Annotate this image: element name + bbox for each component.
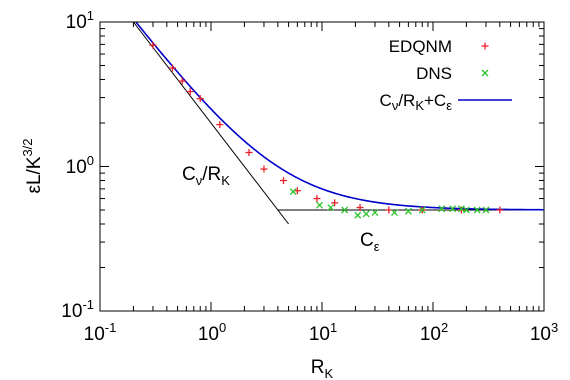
data-point-edqnm-0 [149, 41, 157, 49]
data-point-edqnm-15 [457, 206, 465, 214]
data-point-edqnm-9 [293, 187, 301, 195]
data-point-dns-11 [449, 205, 457, 213]
data-point-dns-4-b [354, 211, 362, 219]
data-point-dns-7 [391, 209, 398, 217]
data-point-dns-11-b [449, 205, 457, 213]
y-tick-label-0.1: 10-1 [61, 297, 94, 322]
annotation-ceps: Cε [360, 230, 380, 254]
data-point-dns-7-b [391, 209, 398, 217]
data-point-edqnm-7 [260, 165, 268, 173]
data-point-dns-1 [316, 201, 323, 209]
data-point-dns-12-b [457, 205, 465, 213]
data-point-edqnm-10 [313, 195, 321, 203]
data-point-dns-15-b [482, 206, 490, 214]
data-point-dns-10-b [438, 205, 446, 213]
data-point-edqnm-5 [216, 121, 224, 129]
annotation-cnu-rk: Cν/RK [182, 164, 230, 188]
legend-label-fit: Cν/RK+Cε [380, 91, 453, 113]
data-point-edqnm-2 [178, 77, 186, 85]
data-point-edqnm-3 [186, 88, 194, 96]
legend-marker-dns [481, 69, 489, 77]
data-point-dns-8 [404, 207, 412, 215]
y-tick-label-10: 101 [66, 8, 94, 33]
legend: EDQNM DNS Cν/RK+Cε [380, 37, 512, 113]
data-point-dns-2-b [327, 204, 335, 211]
plot-frame [99, 21, 545, 312]
data-point-edqnm-12 [356, 204, 364, 212]
data-point-dns-0-b [289, 188, 297, 196]
data-point-edqnm-1 [169, 64, 177, 72]
x-tick-label-10: 101 [309, 320, 337, 345]
data-point-dns-9-b [418, 206, 426, 214]
data-point-dns-5 [362, 210, 370, 218]
x-tick-label-1000: 103 [530, 320, 558, 345]
legend-marker-edqnm [481, 42, 489, 50]
data-point-dns-13-b [462, 206, 470, 214]
data-point-dns-9 [418, 206, 426, 214]
legend-x-marker [481, 69, 489, 77]
data-point-dns-6 [371, 209, 379, 217]
data-point-dns-15 [482, 206, 490, 214]
data-point-dns-14-b [473, 206, 481, 214]
data-point-edqnm-16 [496, 206, 504, 214]
data-point-dns-12 [457, 205, 465, 213]
data-point-edqnm-6 [245, 148, 253, 156]
x-tick-label-1: 100 [198, 320, 226, 345]
x-axis-label: RK [311, 357, 334, 380]
legend-label-edqnm: EDQNM [389, 37, 452, 56]
data-point-dns-4 [354, 211, 362, 219]
plot-marks [99, 21, 545, 312]
y-axis-label: εL/K3/2 [20, 138, 45, 193]
legend-plus-marker [481, 42, 489, 50]
data-point-edqnm-4 [196, 95, 204, 103]
data-point-dns-3 [341, 206, 349, 214]
asymptote-line-power [133, 21, 289, 225]
legend-x-marker-b [481, 69, 489, 77]
data-point-edqnm-8 [280, 177, 288, 185]
data-point-dns-5-b [362, 210, 370, 218]
legend-label-dns: DNS [416, 64, 452, 83]
data-point-dns-3-b [341, 206, 349, 214]
data-point-dns-10 [438, 205, 446, 213]
y-tick-label-1: 100 [66, 153, 94, 178]
data-point-edqnm-11 [331, 199, 339, 207]
data-point-dns-1-b [316, 201, 323, 209]
data-point-dns-0 [289, 188, 297, 196]
x-tick-label-0.1: 10-1 [84, 320, 117, 345]
data-point-dns-2 [327, 204, 335, 211]
x-tick-label-100: 102 [420, 320, 448, 345]
data-point-dns-13 [462, 206, 470, 214]
data-point-dns-8-b [404, 207, 412, 215]
data-point-dns-6-b [371, 209, 379, 217]
data-point-dns-14 [473, 206, 481, 214]
